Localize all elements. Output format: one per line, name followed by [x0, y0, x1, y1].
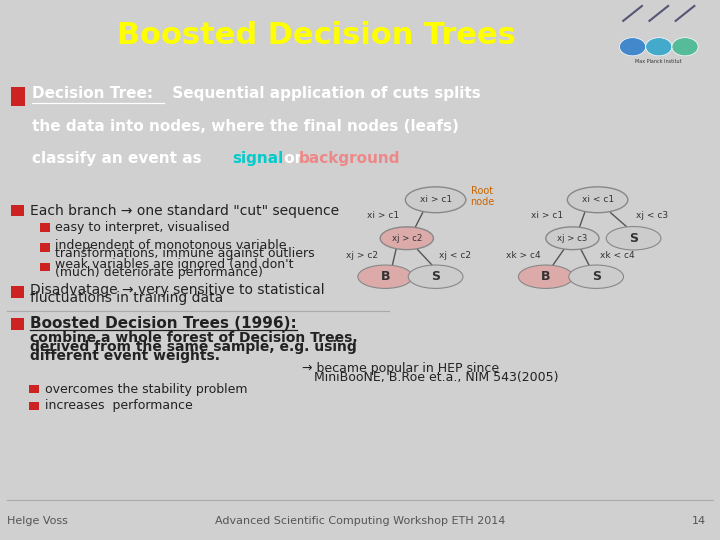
Text: different event weights.: different event weights.	[30, 349, 220, 363]
Circle shape	[646, 38, 672, 56]
FancyBboxPatch shape	[40, 243, 50, 252]
Text: xk < c4: xk < c4	[600, 252, 635, 260]
Text: xj < c3: xj < c3	[636, 212, 668, 220]
Text: xi > c1: xi > c1	[367, 212, 400, 220]
Circle shape	[606, 227, 661, 250]
FancyBboxPatch shape	[40, 224, 50, 232]
Text: derived from the same sample, e.g. using: derived from the same sample, e.g. using	[30, 340, 357, 354]
FancyBboxPatch shape	[11, 318, 24, 329]
Circle shape	[405, 187, 466, 213]
Circle shape	[546, 227, 599, 249]
Text: B: B	[380, 270, 390, 283]
Circle shape	[619, 38, 646, 56]
Circle shape	[380, 227, 433, 249]
Text: Disadvatage → very sensitive to statistical: Disadvatage → very sensitive to statisti…	[30, 282, 325, 296]
Text: Boosted Decision Trees (1996):: Boosted Decision Trees (1996):	[30, 316, 297, 332]
Text: 14: 14	[691, 516, 706, 525]
Text: S: S	[629, 232, 638, 245]
Text: Sequential application of cuts splits: Sequential application of cuts splits	[167, 86, 481, 102]
Text: or: or	[279, 151, 307, 166]
Text: S: S	[431, 270, 440, 283]
Text: (much) deteriorate performance): (much) deteriorate performance)	[55, 266, 263, 279]
Text: the data into nodes, where the final nodes (leafs): the data into nodes, where the final nod…	[32, 119, 459, 133]
Text: MiniBooNE, B.Roe et.a., NIM 543(2005): MiniBooNE, B.Roe et.a., NIM 543(2005)	[302, 371, 559, 384]
Text: xi > c1: xi > c1	[531, 212, 563, 220]
Text: Boosted Decision Trees: Boosted Decision Trees	[117, 21, 516, 50]
FancyBboxPatch shape	[11, 205, 24, 217]
Text: xi < c1: xi < c1	[582, 195, 613, 204]
Circle shape	[358, 265, 413, 288]
Circle shape	[672, 38, 698, 56]
Text: increases  performance: increases performance	[45, 400, 192, 413]
Text: classify an event as: classify an event as	[32, 151, 207, 166]
Text: xi > c1: xi > c1	[420, 195, 451, 204]
Text: easy to interpret, visualised: easy to interpret, visualised	[55, 221, 230, 234]
Circle shape	[518, 265, 573, 288]
Text: Advanced Scientific Computing Workshop ETH 2014: Advanced Scientific Computing Workshop E…	[215, 516, 505, 525]
Text: S: S	[592, 270, 600, 283]
FancyBboxPatch shape	[29, 402, 39, 410]
Text: signal: signal	[232, 151, 283, 166]
Text: xj < c2: xj < c2	[439, 252, 471, 260]
FancyBboxPatch shape	[40, 263, 50, 272]
FancyBboxPatch shape	[11, 87, 25, 106]
Text: xj > c3: xj > c3	[557, 234, 588, 243]
Text: Decision Tree:: Decision Tree:	[32, 86, 153, 102]
FancyBboxPatch shape	[29, 385, 39, 393]
Text: Max Planck Institut: Max Planck Institut	[636, 59, 682, 64]
Text: overcomes the stability problem: overcomes the stability problem	[45, 382, 247, 396]
Text: xj > c2: xj > c2	[392, 234, 422, 243]
Circle shape	[569, 265, 624, 288]
Circle shape	[408, 265, 463, 288]
Text: independent of monotonous variable: independent of monotonous variable	[55, 239, 287, 252]
Text: B: B	[541, 270, 551, 283]
Text: Root
node: Root node	[470, 186, 495, 207]
Text: weak variables are ignored (and don't: weak variables are ignored (and don't	[55, 258, 293, 271]
Text: xk > c4: xk > c4	[506, 252, 541, 260]
Text: background: background	[299, 151, 400, 166]
FancyBboxPatch shape	[11, 286, 24, 298]
Text: transformations, immune against outliers: transformations, immune against outliers	[55, 247, 315, 260]
Text: → became popular in HEP since: → became popular in HEP since	[302, 362, 500, 375]
Text: fluctuations in training data: fluctuations in training data	[30, 291, 223, 305]
Text: Each branch → one standard "cut" sequence: Each branch → one standard "cut" sequenc…	[30, 204, 339, 218]
Text: xj > c2: xj > c2	[346, 252, 378, 260]
Circle shape	[567, 187, 628, 213]
Text: Helge Voss: Helge Voss	[7, 516, 68, 525]
Text: combine a whole forest of Decision Trees,: combine a whole forest of Decision Trees…	[30, 331, 358, 345]
